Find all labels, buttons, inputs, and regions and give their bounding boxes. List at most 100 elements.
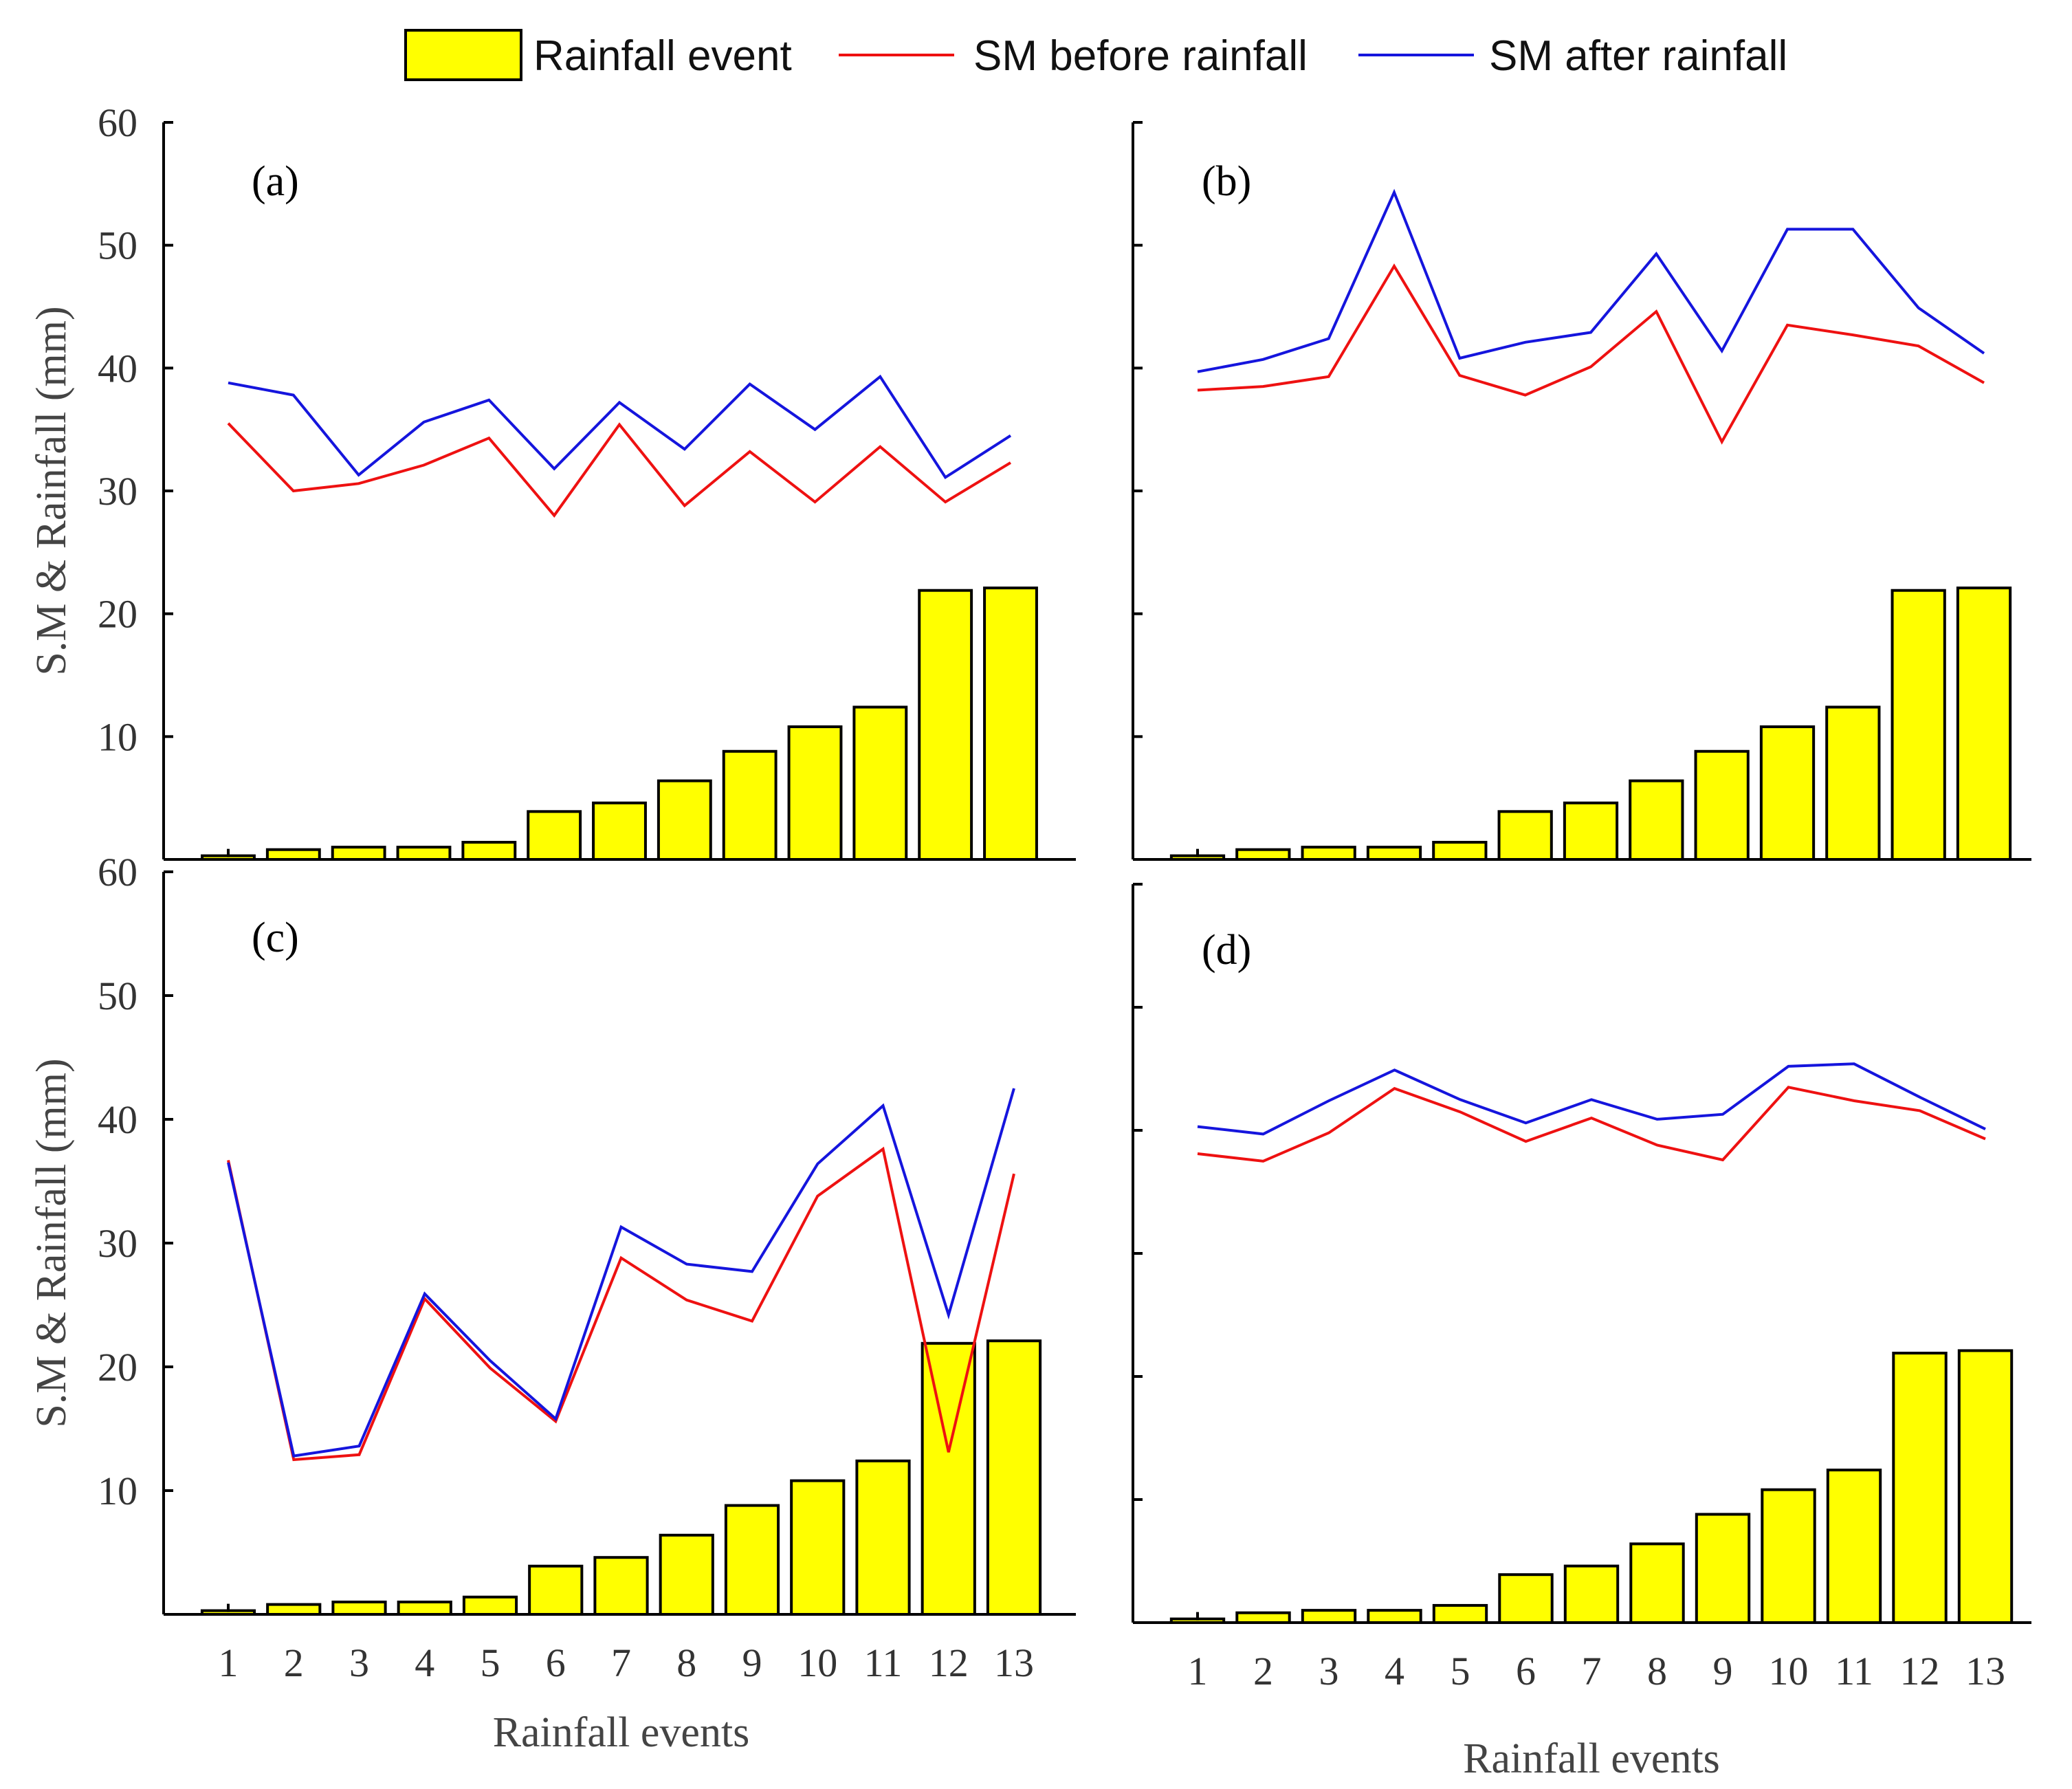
rainfall-bar: [1235, 1611, 1291, 1624]
x-axis-title: Rainfall events: [493, 1709, 750, 1756]
rainfall-bar: [462, 1595, 518, 1616]
x-tick-label: 4: [1385, 1649, 1404, 1693]
legend-bar-label: Rainfall event: [533, 32, 792, 80]
rainfall-bar: [724, 1504, 780, 1616]
rainfall-bar: [1563, 801, 1619, 861]
rainfall-bar: [265, 848, 321, 861]
rainfall-bar: [657, 779, 712, 861]
rainfall-bar: [659, 1533, 714, 1616]
legend: Rainfall event SM before rainfall SM aft…: [404, 29, 1787, 81]
rainfall-bar: [1694, 749, 1750, 861]
y-tick-label: 20: [98, 592, 137, 637]
y-tick-label: 10: [98, 714, 137, 759]
x-tick-label: 9: [1713, 1649, 1733, 1693]
rainfall-bar: [1825, 705, 1881, 861]
panel-a: 10 20 30 40 50 60 (a) S.M & Rainfall (mm): [28, 100, 1076, 861]
x-tick-label: 1: [1188, 1649, 1208, 1693]
x-tick-label: 3: [1319, 1649, 1339, 1693]
rainfall-bar: [461, 840, 517, 861]
panel-label: (d): [1202, 927, 1251, 974]
rainfall-bar: [921, 1341, 976, 1616]
y-axis-title: S.M & Rainfall (mm): [28, 306, 75, 675]
rainfall-bar: [331, 846, 386, 861]
y-tick-label: 40: [98, 1097, 137, 1142]
y-tick-label: 60: [98, 100, 137, 145]
x-tick-label: 4: [415, 1640, 434, 1685]
x-tick-label: 9: [742, 1640, 762, 1685]
x-tick-label: 13: [994, 1640, 1034, 1685]
rainfall-bar: [1956, 586, 2012, 861]
x-tick-label: 5: [1451, 1649, 1470, 1693]
rainfall-bar: [1301, 846, 1356, 861]
x-tick-label: 8: [1647, 1649, 1667, 1693]
rainfall-bar: [1826, 1469, 1882, 1625]
y-tick-label: 60: [98, 850, 137, 894]
x-tick-label: 12: [929, 1640, 969, 1685]
legend-after-label: SM after rainfall: [1489, 32, 1787, 80]
x-tick-label: 5: [481, 1640, 500, 1685]
rainfall-bar: [593, 1556, 649, 1616]
rainfall-bar: [986, 1339, 1042, 1616]
x-tick-label: 1: [219, 1640, 239, 1685]
x-tick-label: 2: [284, 1640, 304, 1685]
rainfall-bar: [1301, 1609, 1357, 1625]
rainfall-bar: [1498, 1573, 1554, 1624]
x-tick-label: 6: [1516, 1649, 1536, 1693]
x-tick-label: 2: [1253, 1649, 1273, 1693]
rainfall-bar: [1367, 1609, 1422, 1625]
x-tick-label: 10: [797, 1640, 837, 1685]
rainfall-bar: [983, 586, 1038, 861]
y-tick-label: 30: [98, 1221, 137, 1266]
x-tick-label: 11: [864, 1640, 903, 1685]
rainfall-bar: [1235, 848, 1291, 861]
x-tick-label: 12: [1900, 1649, 1940, 1693]
x-tick-label: 8: [676, 1640, 696, 1685]
rainfall-bar: [592, 801, 647, 861]
y-axis-title: S.M & Rainfall (mm): [28, 1058, 75, 1427]
rainfall-bar: [1432, 1603, 1488, 1624]
x-tick-label: 6: [546, 1640, 566, 1685]
legend-before-label: SM before rainfall: [973, 32, 1308, 80]
rainfall-bar: [1695, 1513, 1751, 1624]
rainfall-bar: [331, 1601, 387, 1616]
rainfall-bar: [266, 1603, 322, 1616]
y-tick-label: 30: [98, 469, 137, 514]
y-tick-label: 40: [98, 346, 137, 391]
rainfall-bar: [1432, 840, 1488, 861]
x-tick-label: 11: [1835, 1649, 1873, 1693]
panel-label: (c): [252, 914, 299, 961]
rainfall-bar: [397, 1601, 452, 1616]
panel-b: (b): [1132, 121, 2031, 861]
rainfall-bar: [1892, 1351, 1948, 1624]
rainfall-bar: [527, 810, 582, 861]
rainfall-bar: [1761, 1488, 1816, 1624]
rainfall-bar: [1957, 1349, 2014, 1625]
rainfall-bar: [396, 846, 452, 861]
x-tick-label: 7: [1582, 1649, 1602, 1693]
rainfall-bar: [722, 749, 778, 861]
x-tick-label: 10: [1769, 1649, 1809, 1693]
rainfall-bar: [852, 705, 908, 861]
rainfall-bar: [528, 1564, 584, 1616]
panel-label: (b): [1202, 158, 1251, 205]
rainfall-bar: [1629, 1542, 1685, 1624]
rainfall-bar: [855, 1459, 911, 1616]
panels: 10 20 30 40 50 60 (a) S.M & Rainfall (mm) (b) 10 2…: [28, 100, 2031, 1782]
y-tick-label: 20: [98, 1345, 137, 1390]
y-tick-label: 50: [98, 974, 137, 1018]
x-axis-title: Rainfall events: [1463, 1735, 1720, 1782]
sm-before-line: [227, 422, 1012, 518]
rainfall-bar: [1366, 846, 1422, 861]
rainfall-bar: [1497, 810, 1553, 861]
rainfall-bar: [790, 1479, 846, 1616]
legend-bar-swatch: [404, 29, 522, 81]
sm-before-line: [1197, 263, 1985, 445]
sm-before-line: [227, 1146, 1015, 1462]
x-tick-label: 3: [349, 1640, 369, 1685]
sm-after-line: [228, 374, 1012, 480]
y-tick-label: 50: [98, 223, 137, 268]
sm-after-line: [1197, 1062, 1986, 1136]
rainfall-bar: [1629, 779, 1684, 861]
